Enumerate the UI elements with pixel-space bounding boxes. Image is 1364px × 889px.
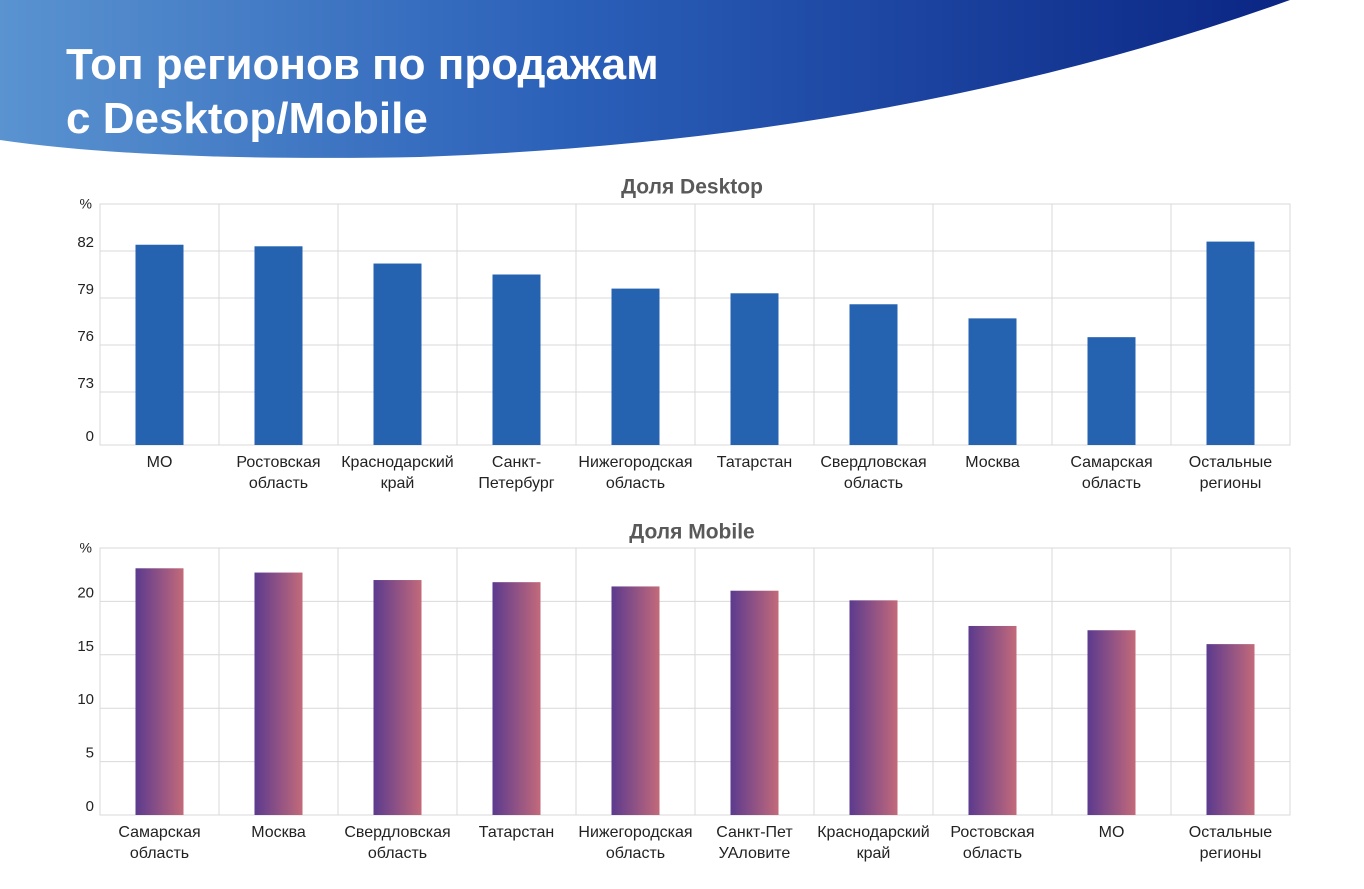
bar: [373, 580, 422, 815]
bar: [492, 274, 541, 445]
x-tick-label: Свердловская область: [344, 824, 451, 862]
x-tick-label: Краснодарский край: [817, 824, 930, 862]
bar: [611, 288, 660, 445]
y-tick-label: 0: [86, 798, 94, 815]
y-tick-label: 10: [77, 691, 94, 708]
bar: [730, 590, 779, 815]
bar: [492, 582, 541, 815]
bar: [968, 625, 1017, 815]
x-tick-label: Нижегородская область: [578, 824, 693, 862]
x-tick-label: Ростовская область: [236, 454, 321, 492]
x-tick-label: Свердловская область: [820, 454, 927, 492]
x-tick-label: МО: [146, 454, 173, 471]
bar: [1206, 241, 1255, 445]
bar: [1206, 644, 1255, 815]
bar: [968, 318, 1017, 445]
y-unit: %: [80, 196, 92, 212]
chart-title: Доля Desktop: [621, 176, 763, 199]
x-tick-label: Самарская область: [1070, 454, 1153, 492]
header-band: [0, 0, 1290, 158]
y-tick-label: 76: [77, 328, 94, 345]
x-tick-label: Москва: [965, 454, 1020, 471]
y-tick-label: 15: [77, 638, 94, 655]
x-tick-label: Ростовская область: [950, 824, 1035, 862]
bar: [1087, 630, 1136, 815]
bar: [135, 244, 184, 445]
bar: [849, 600, 898, 815]
bar: [135, 568, 184, 815]
bar: [611, 586, 660, 815]
x-tick-label: Татарстан: [716, 454, 793, 471]
y-tick-label: 73: [77, 375, 94, 392]
x-tick-label: МО: [1098, 824, 1125, 841]
x-tick-label: Татарстан: [478, 824, 555, 841]
y-tick-label: 20: [77, 584, 94, 601]
x-tick-label: Самарская область: [118, 824, 201, 862]
bar: [254, 246, 303, 445]
x-tick-label: Санкт-Пет УАловите: [716, 824, 793, 862]
x-tick-label: Санкт- Петербург: [478, 454, 555, 492]
y-unit: %: [80, 540, 92, 556]
y-tick-label: 0: [86, 428, 94, 445]
chart-title: Доля Mobile: [629, 521, 754, 544]
x-tick-label: Москва: [251, 824, 306, 841]
bar: [1087, 337, 1136, 445]
y-tick-label: 82: [77, 234, 94, 251]
x-tick-label: Нижегородская область: [578, 454, 693, 492]
x-tick-label: Краснодарский край: [341, 454, 454, 492]
x-tick-label: Остальные регионы: [1188, 824, 1273, 862]
slide-title: Топ регионов по продажам с Desktop/Mobil…: [66, 40, 659, 143]
y-tick-label: 79: [77, 281, 94, 298]
bar: [849, 304, 898, 445]
y-tick-label: 5: [86, 745, 94, 762]
bar: [373, 263, 422, 445]
bar: [254, 572, 303, 815]
bar: [730, 293, 779, 445]
x-tick-label: Остальные регионы: [1188, 454, 1273, 492]
